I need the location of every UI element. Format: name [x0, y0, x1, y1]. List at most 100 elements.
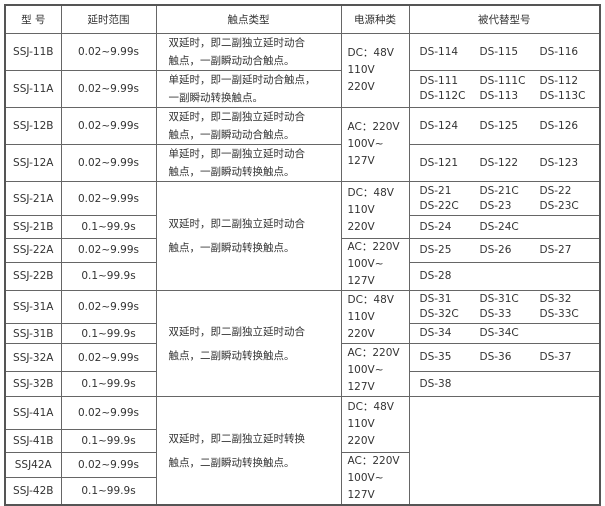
- contact-text-line: 双延时，即二副独立延时动合: [168, 111, 306, 123]
- replaced-model: DS-36: [479, 351, 512, 363]
- model-cell: SSJ-11B: [4, 33, 62, 71]
- replaced-models-line: DS-22C DS-23 DS-23C: [420, 199, 600, 214]
- replaced-model: DS-31: [419, 293, 452, 305]
- power-text-line: DC：48V: [347, 401, 394, 413]
- model-cell: SSJ-12A: [4, 144, 62, 182]
- replaced-model: DS-116: [539, 45, 579, 58]
- delay-range-cell: 0.02~9.99s: [60, 144, 157, 182]
- header-model: 型 号: [4, 4, 62, 34]
- table-row: SSJ-31B 0.1~99.9s DS-34 DS-34C: [4, 323, 601, 344]
- power-type-cell: AC：220V 100V~ 127V: [340, 452, 410, 506]
- replaced-model: DS-111: [419, 75, 459, 87]
- replaced-model: DS-22C: [419, 199, 459, 212]
- power-text-line: 127V: [347, 155, 375, 167]
- power-type-cell: AC：220V 100V~ 127V: [340, 343, 410, 397]
- power-text-line: 100V~: [347, 138, 384, 150]
- replaced-model: DS-35: [419, 351, 452, 363]
- replaced-models-line: DS-124 DS-125 DS-126: [420, 119, 600, 134]
- replaced-models-line: DS-38: [420, 377, 600, 392]
- power-text-line: 100V~: [347, 258, 384, 270]
- delay-range-cell: 0.1~99.9s: [60, 261, 157, 292]
- power-text-line: AC：220V: [347, 121, 400, 133]
- model-cell: SSJ-31B: [4, 323, 62, 344]
- model-cell: SSJ-21A: [4, 181, 62, 216]
- power-text-line: 100V~: [347, 363, 384, 376]
- replaced-models-cell: DS-121 DS-122 DS-123: [408, 144, 601, 182]
- power-text-line: 220V: [347, 327, 375, 340]
- replaced-model: DS-111C: [479, 75, 526, 87]
- replaced-models-cell: DS-24 DS-24C: [408, 215, 601, 239]
- power-text-line: AC：220V: [347, 241, 400, 253]
- header-replaced-models: 被代替型号: [408, 4, 601, 34]
- replaced-model: DS-121: [419, 156, 459, 169]
- contact-text-line: 触点，一副瞬动转换触点。: [168, 166, 295, 178]
- replaced-model: DS-112C: [419, 90, 466, 102]
- power-text-line: 110V: [347, 64, 375, 76]
- model-cell: SSJ-12B: [4, 107, 62, 145]
- power-text-line: 110V: [347, 418, 375, 430]
- replaced-model: DS-125: [479, 119, 519, 132]
- table-row: SSJ-41B 0.1~99.9s: [4, 429, 600, 453]
- contact-type-cell: 双延时，即二副独立延时转换 触点，二副瞬动转换触点。: [155, 396, 342, 506]
- power-text-line: AC：220V: [347, 455, 400, 467]
- delay-range-cell: 0.1~99.9s: [60, 477, 157, 506]
- contact-text-line: 单延时，即一副独立延时动合: [168, 148, 306, 160]
- header-delay-range: 延时范围: [60, 4, 157, 34]
- contact-type-cell: 双延时，即二副独立延时动合 触点，一副瞬动动合触点。: [155, 107, 342, 145]
- replaced-models-line: DS-28: [420, 269, 600, 284]
- table-row: SSJ-31A 0.02~9.99s 双延时，即二副独立延时动合 触点，二副瞬动转换触…: [4, 290, 601, 397]
- table-row: SSJ-22B 0.1~99.9s DS-28: [4, 261, 601, 292]
- model-cell: SSJ-22B: [4, 261, 62, 292]
- replaced-models-line: DS-112C DS-113 DS-113C: [420, 89, 600, 104]
- replaced-models-line: DS-35 DS-36 DS-37: [420, 350, 600, 365]
- delay-range-cell: 0.02~9.99s: [60, 396, 157, 430]
- replaced-model: DS-113: [479, 90, 519, 102]
- delay-range-cell: 0.02~9.99s: [60, 290, 157, 324]
- replaced-model: DS-21C: [479, 184, 519, 197]
- replaced-models-line: DS-32C DS-33 DS-33C: [420, 307, 600, 322]
- replaced-model: DS-34: [419, 327, 452, 339]
- replaced-model: DS-114: [419, 45, 459, 58]
- replaced-model: DS-112: [539, 75, 579, 87]
- replaced-models-cell: DS-35 DS-36 DS-37: [408, 343, 601, 372]
- delay-range-cell: 0.02~9.99s: [60, 343, 157, 372]
- power-text-line: 110V: [347, 203, 375, 216]
- replaced-models-cell: [408, 396, 601, 506]
- replaced-model: DS-126: [539, 119, 579, 132]
- replaced-models-cell: DS-31 DS-31C DS-32 DS-32C DS-33 DS-33C: [408, 290, 601, 324]
- contact-text-line: 触点，一副瞬动动合触点。: [168, 55, 295, 67]
- table-body: SSJ-11B 0.02~9.99s 双延时，即二副独立延时动合 触点，一副瞬动动合触…: [4, 33, 601, 506]
- replaced-model: DS-115: [479, 45, 519, 58]
- replaced-models-cell: DS-25 DS-26 DS-27: [408, 238, 601, 263]
- replaced-model: DS-21: [419, 184, 452, 197]
- replaced-model: DS-123: [539, 156, 579, 169]
- replaced-models-cell: DS-114 DS-115 DS-116: [408, 33, 601, 71]
- power-type-cell: DC：48V 110V 220V: [340, 33, 410, 108]
- model-cell: SSJ42A: [4, 451, 62, 479]
- model-cell: SSJ-31A: [4, 290, 62, 324]
- replaced-models-line: DS-21 DS-21C DS-22: [420, 184, 600, 199]
- replaced-model: DS-22: [539, 184, 572, 197]
- delay-range-cell: 0.02~9.99s: [60, 238, 157, 263]
- contact-type-cell: 双延时，即二副独立延时动合 触点，一副瞬动转换触点。: [155, 181, 342, 291]
- replaced-model: DS-23C: [539, 199, 579, 212]
- header-power-type: 电源种类: [340, 4, 410, 34]
- power-text-line: 127V: [347, 380, 375, 393]
- power-text-line: 127V: [347, 275, 375, 287]
- contact-text-line: 触点，一副瞬动动合触点。: [168, 129, 295, 141]
- delay-range-cell: 0.02~9.99s: [60, 70, 157, 108]
- replaced-models-line: DS-111 DS-111C DS-112: [420, 74, 600, 89]
- replaced-models-cell: DS-111 DS-111C DS-112 DS-112C DS-113 DS-113C: [408, 70, 601, 108]
- power-type-cell: AC：220V 100V~ 127V: [340, 107, 410, 182]
- replaced-model: DS-23: [479, 199, 512, 212]
- model-cell: SSJ-22A: [4, 238, 62, 263]
- delay-range-cell: 0.02~9.99s: [60, 181, 157, 216]
- power-text-line: DC：48V: [347, 186, 394, 199]
- replaced-model: DS-124: [419, 119, 459, 132]
- replaced-model: DS-33C: [539, 308, 579, 320]
- contact-text-line: 触点，一副瞬动转换触点。: [168, 242, 295, 254]
- replaced-model: DS-26: [479, 243, 512, 256]
- contact-text-line: 双延时，即二副独立延时动合: [168, 37, 306, 49]
- contact-text-line: 单延时，即一副延时动合触点，: [168, 74, 316, 86]
- table-row: SSJ-32B 0.1~99.9s DS-38: [4, 371, 601, 397]
